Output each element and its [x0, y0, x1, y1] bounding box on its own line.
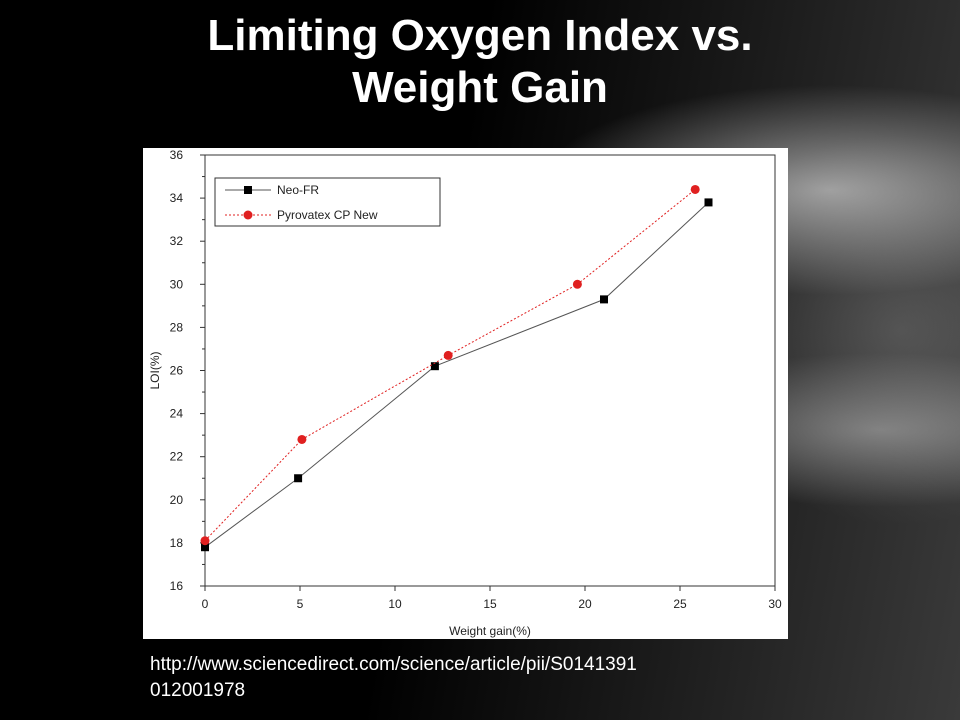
y-tick-label: 28 — [170, 320, 184, 334]
legend-label: Neo-FR — [277, 183, 319, 197]
y-tick-label: 24 — [170, 407, 184, 421]
x-tick-label: 5 — [297, 597, 304, 611]
slide-title-line-1: Limiting Oxygen Index vs. — [207, 11, 753, 60]
series-line — [204, 189, 696, 542]
data-point-circle — [443, 350, 453, 360]
y-tick-label: 36 — [170, 148, 184, 162]
y-tick-label: 20 — [170, 493, 184, 507]
x-axis-label: Weight gain(%) — [449, 624, 531, 638]
chart-panel: 16 18 20 22 24 26 28 30 32 34 36 0 5 10 15 20 25 30 LOI(… — [143, 148, 788, 639]
y-tick-label: 26 — [170, 364, 184, 378]
loi-chart: 16 18 20 22 24 26 28 30 32 34 36 0 5 10 15 20 25 30 LOI(… — [148, 148, 782, 638]
y-tick-label: 32 — [170, 234, 184, 248]
data-point-circle — [572, 279, 582, 289]
data-point-circle — [690, 184, 700, 194]
y-tick-label: 18 — [170, 536, 184, 550]
x-tick-label: 25 — [673, 597, 687, 611]
legend-box — [214, 177, 441, 227]
legend-label: Pyrovatex CP New — [277, 208, 378, 222]
y-tick-label: 16 — [170, 579, 184, 593]
data-point-square — [600, 295, 608, 304]
legend-marker-circle — [243, 210, 253, 220]
slide-title: Limiting Oxygen Index vs. Weight Gain — [0, 10, 960, 114]
y-tick-label: 30 — [170, 277, 184, 291]
series-line — [204, 202, 709, 548]
x-tick-label: 0 — [202, 597, 209, 611]
slide-title-line-2: Weight Gain — [352, 63, 608, 112]
legend-marker-square — [244, 186, 252, 194]
source-link-line-1: http://www.sciencedirect.com/science/art… — [150, 654, 637, 675]
data-point-square — [294, 474, 303, 483]
data-point-square — [430, 362, 439, 371]
source-link-line-2: 012001978 — [150, 680, 246, 701]
data-point-square — [704, 198, 713, 207]
data-point-square — [201, 543, 209, 552]
y-tick-label: 22 — [170, 450, 184, 464]
source-link[interactable]: http://www.sciencedirect.com/science/art… — [150, 652, 790, 704]
y-tick-label: 34 — [170, 191, 184, 205]
x-tick-label: 10 — [388, 597, 402, 611]
x-tick-label: 20 — [578, 597, 592, 611]
data-point-circle — [297, 434, 307, 444]
x-tick-label: 15 — [483, 597, 497, 611]
x-tick-label: 30 — [768, 597, 782, 611]
data-point-circle — [200, 536, 210, 546]
y-axis-label: LOI(%) — [148, 351, 162, 389]
